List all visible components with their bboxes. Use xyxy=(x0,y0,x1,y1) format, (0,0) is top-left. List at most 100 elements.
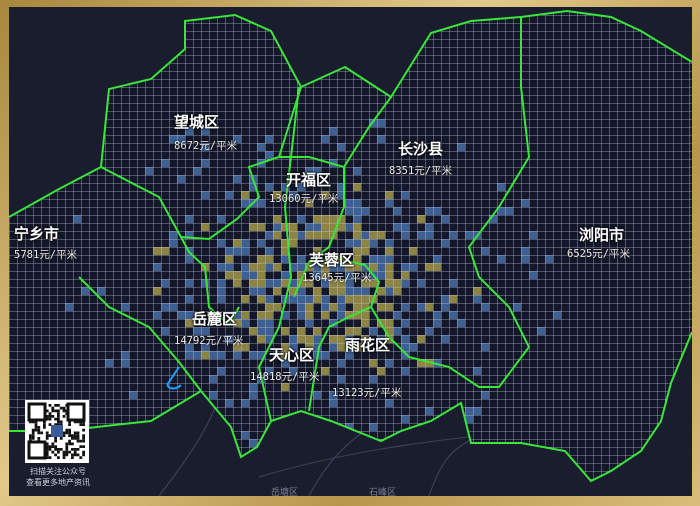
district-name-kaifu: 开福区 xyxy=(286,171,332,189)
qr-module xyxy=(71,448,74,451)
qr-module xyxy=(57,456,60,459)
district-price-yuhua: 13123元/平米 xyxy=(332,387,402,399)
district-name-furong: 芙蓉区 xyxy=(309,251,355,269)
qr-module xyxy=(76,453,80,457)
qr-module xyxy=(76,420,80,424)
qr-module xyxy=(73,437,77,440)
district-name-yuelu: 岳麓区 xyxy=(192,310,238,328)
qr-module xyxy=(82,434,85,437)
qr-module xyxy=(45,434,49,437)
boundary-changsha-liuyang xyxy=(370,17,531,388)
qr-module xyxy=(48,434,52,437)
qr-module xyxy=(31,431,35,435)
qr-module xyxy=(48,404,52,407)
qr-module xyxy=(76,439,80,443)
qr-code-icon[interactable] xyxy=(25,400,89,463)
qr-module xyxy=(45,431,49,435)
qr-module xyxy=(59,448,63,451)
qr-module xyxy=(57,448,60,451)
qr-module xyxy=(62,453,66,457)
qr-module xyxy=(71,453,74,457)
qr-module xyxy=(76,437,80,440)
map-canvas[interactable]: 望城区 8672元/平米 开福区 13060元/平米 长沙县 8351元/平米 … xyxy=(9,7,692,496)
qr-module xyxy=(29,420,32,424)
qr-module xyxy=(65,448,69,451)
qr-module xyxy=(73,450,77,454)
qr-module xyxy=(48,448,52,451)
qr-module xyxy=(57,409,60,413)
qr-module xyxy=(57,404,60,407)
qr-module xyxy=(45,409,49,413)
qr-module xyxy=(51,415,55,418)
qr-module xyxy=(48,423,52,426)
qr-module xyxy=(31,434,35,437)
qr-module xyxy=(45,448,49,451)
qr-module xyxy=(54,404,57,407)
heatmap-cell xyxy=(169,415,177,423)
qr-module xyxy=(48,415,52,418)
qr-module xyxy=(45,445,49,448)
qr-module xyxy=(79,445,83,448)
qr-module xyxy=(51,406,55,410)
qr-module xyxy=(51,442,55,446)
heatmap-cell xyxy=(281,447,289,455)
qr-module xyxy=(79,456,83,459)
qr-module xyxy=(73,420,77,424)
qr-module xyxy=(65,428,69,432)
district-price-liuyang: 6525元/平米 xyxy=(567,248,631,260)
qr-module xyxy=(68,431,71,435)
qr-finder xyxy=(27,440,47,460)
qr-module xyxy=(54,453,57,457)
qr-module xyxy=(59,437,63,440)
district-name-liuyang: 浏阳市 xyxy=(579,226,625,244)
qr-module xyxy=(48,417,52,421)
district-name-yuhua: 雨花区 xyxy=(345,336,391,354)
qr-module xyxy=(76,434,80,437)
base-map-label: 岳塘区 xyxy=(271,488,299,496)
heatmap-cell xyxy=(441,423,449,431)
qr-module xyxy=(65,442,69,446)
heatmap-cell xyxy=(281,423,289,431)
qr-module xyxy=(29,434,32,437)
qr-logo xyxy=(51,425,63,437)
qr-module xyxy=(57,417,60,421)
district-price-furong: 13645元/平米 xyxy=(302,272,372,284)
qr-module xyxy=(45,437,49,440)
qr-module xyxy=(79,423,83,426)
qr-module xyxy=(68,442,71,446)
district-name-wangcheng: 望城区 xyxy=(174,113,220,131)
qr-module xyxy=(31,420,35,424)
qr-module xyxy=(54,409,57,413)
qr-caption-line2: 查看更多地产资讯 xyxy=(26,478,90,487)
qr-module xyxy=(65,445,69,448)
qr-module xyxy=(45,415,49,418)
boundary-xiangjiang xyxy=(257,86,300,422)
qr-module xyxy=(82,420,85,424)
qr-module xyxy=(45,442,49,446)
boundary-kaifu-changsha xyxy=(343,96,392,168)
qr-module xyxy=(68,434,71,437)
qr-code-pattern xyxy=(27,402,86,460)
qr-module xyxy=(73,453,77,457)
qr-module xyxy=(57,420,60,424)
qr-module xyxy=(62,431,66,435)
qr-module xyxy=(57,423,60,426)
qr-module xyxy=(68,428,71,432)
qr-module xyxy=(43,426,46,429)
qr-module xyxy=(37,431,41,435)
qr-module xyxy=(68,450,71,454)
qr-module xyxy=(51,450,55,454)
qr-module xyxy=(71,442,74,446)
qr-module xyxy=(40,431,43,435)
qr-module xyxy=(59,406,63,410)
qr-module xyxy=(54,437,57,440)
district-name-tianxin: 天心区 xyxy=(269,346,315,364)
district-name-ningxiang: 宁乡市 xyxy=(14,225,60,243)
qr-module xyxy=(79,420,83,424)
district-name-changsha: 长沙县 xyxy=(398,140,444,158)
qr-module xyxy=(43,423,46,426)
qr-module xyxy=(54,448,57,451)
qr-module xyxy=(65,450,69,454)
qr-caption-line1: 扫描关注公众号 xyxy=(30,467,86,476)
qr-module xyxy=(82,453,85,457)
